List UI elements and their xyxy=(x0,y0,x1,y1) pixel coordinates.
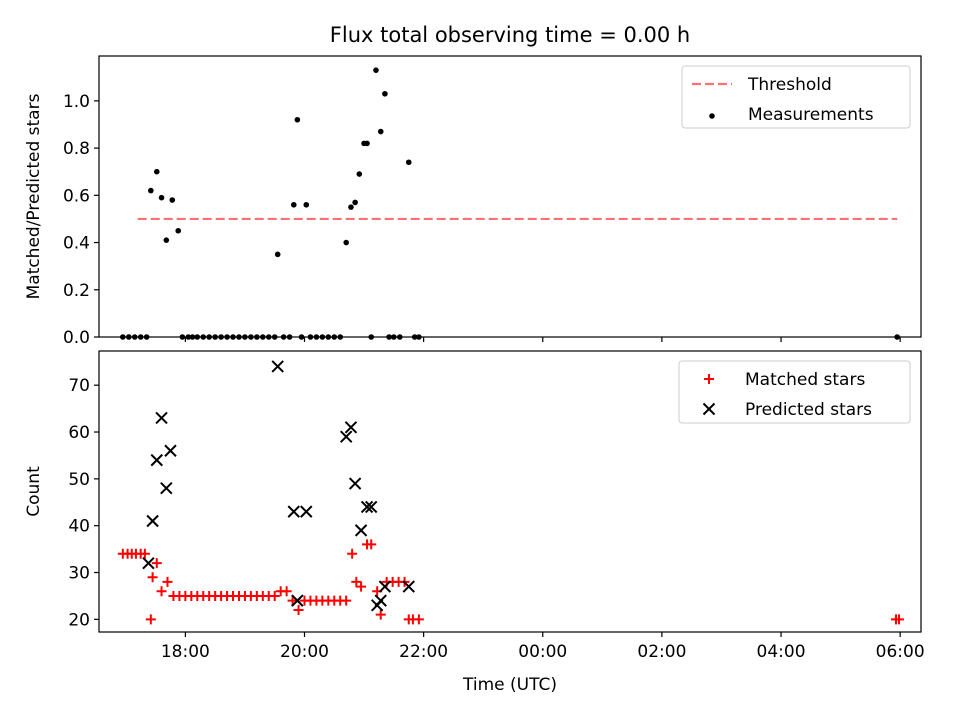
matched-point xyxy=(145,614,156,625)
y-tick-label: 0.6 xyxy=(63,186,90,206)
legend-matched-swatch xyxy=(704,374,714,384)
matched-point xyxy=(356,581,367,592)
x-tick-label: 00:00 xyxy=(518,642,567,662)
series-matched-stars xyxy=(117,539,904,625)
matched-point xyxy=(287,595,298,606)
measurement-point xyxy=(290,201,297,208)
predicted-point xyxy=(378,580,392,593)
predicted-point xyxy=(271,360,284,373)
matched-point xyxy=(413,614,424,625)
y-tick-label: 0.8 xyxy=(63,139,90,159)
predicted-point xyxy=(354,524,368,537)
y-tick-label: 60 xyxy=(68,423,90,443)
matched-point xyxy=(281,586,292,597)
legend-label: Matched stars xyxy=(745,370,865,390)
top-panel: 0.0 0.2 0.4 0.6 0.8 1.0 Matched/Predicted star… xyxy=(24,55,922,348)
y-tick-label: 1.0 xyxy=(63,92,90,112)
measurement-point xyxy=(373,67,379,73)
matched-point xyxy=(375,609,386,620)
x-tick-label: 18:00 xyxy=(161,642,210,662)
measurement-point xyxy=(163,237,170,243)
predicted-point xyxy=(291,594,304,607)
measurement-point xyxy=(158,194,165,201)
predicted-point xyxy=(160,482,173,495)
y-tick-label: 0.0 xyxy=(63,328,90,348)
measurement-point xyxy=(343,239,349,246)
legend-box xyxy=(678,360,911,424)
legend: Threshold Measurements xyxy=(681,65,911,129)
series-predicted-stars xyxy=(142,360,415,612)
x-axis-label: Time (UTC) xyxy=(462,675,557,695)
bottom-panel: 20 30 40 50 60 70 18:00 20:00 22:00 00:00 02:00 04:… xyxy=(24,350,925,662)
y-tick-label: 0.2 xyxy=(63,281,90,301)
predicted-point xyxy=(287,505,300,518)
predicted-point xyxy=(344,421,358,434)
matched-point xyxy=(156,586,167,597)
x-tick-label: 04:00 xyxy=(757,642,806,662)
predicted-point xyxy=(150,453,163,467)
predicted-point xyxy=(142,556,155,570)
matched-point xyxy=(269,590,280,601)
y-axis-label: Count xyxy=(24,466,44,517)
x-tick-label: 02:00 xyxy=(637,642,686,662)
y-tick-label: 50 xyxy=(68,470,90,490)
matched-point xyxy=(351,576,362,587)
matched-point xyxy=(162,576,173,587)
measurement-point xyxy=(348,204,354,210)
matched-point xyxy=(347,548,358,559)
measurement-point xyxy=(356,171,363,177)
measurement-point xyxy=(294,116,301,123)
measurement-point xyxy=(382,90,388,97)
axes-frame xyxy=(98,350,922,633)
measurement-point xyxy=(405,159,412,166)
matched-point xyxy=(147,572,158,583)
legend: Matched stars Predicted stars xyxy=(678,360,911,424)
chart-title: Flux total observing time = 0.00 h xyxy=(330,23,690,47)
x-tick-label: 20:00 xyxy=(280,642,329,662)
legend-label: Threshold xyxy=(747,75,832,95)
y-tick-label: 30 xyxy=(68,564,90,584)
legend-label: Measurements xyxy=(748,105,874,125)
measurement-point xyxy=(352,199,358,206)
measurement-point xyxy=(303,201,310,208)
predicted-point xyxy=(374,594,387,607)
measurement-point xyxy=(377,128,384,135)
legend-predicted-swatch xyxy=(702,402,716,416)
x-tick-label: 06:00 xyxy=(876,642,925,662)
predicted-point xyxy=(300,505,313,518)
y-tick-label: 20 xyxy=(68,610,90,630)
predicted-point xyxy=(155,411,168,425)
matched-point xyxy=(366,539,377,550)
y-tick-label: 0.4 xyxy=(63,234,90,254)
predicted-point xyxy=(348,477,362,490)
predicted-point xyxy=(402,580,415,593)
legend-box xyxy=(681,65,911,129)
y-axis-label: Matched/Predicted stars xyxy=(24,93,44,299)
matched-point xyxy=(341,595,352,606)
x-tick-label: 22:00 xyxy=(399,642,448,662)
predicted-point xyxy=(339,430,353,443)
predicted-point xyxy=(164,444,177,457)
axes-frame xyxy=(98,55,922,338)
legend-measurement-swatch xyxy=(709,113,715,119)
measurement-point xyxy=(153,168,160,175)
y-tick-label: 40 xyxy=(68,517,90,537)
measurement-point xyxy=(148,187,154,194)
matched-point xyxy=(151,558,162,569)
measurement-point xyxy=(274,251,281,258)
predicted-point xyxy=(360,500,374,514)
predicted-point xyxy=(146,514,159,528)
matched-point xyxy=(139,548,150,559)
matched-point xyxy=(893,614,904,625)
y-tick-label: 70 xyxy=(68,376,90,396)
legend-label: Predicted stars xyxy=(745,400,872,420)
measurement-point xyxy=(364,140,370,147)
matched-point xyxy=(293,604,304,615)
measurement-point xyxy=(175,227,182,234)
measurement-point xyxy=(169,197,176,203)
predicted-point xyxy=(365,500,378,514)
